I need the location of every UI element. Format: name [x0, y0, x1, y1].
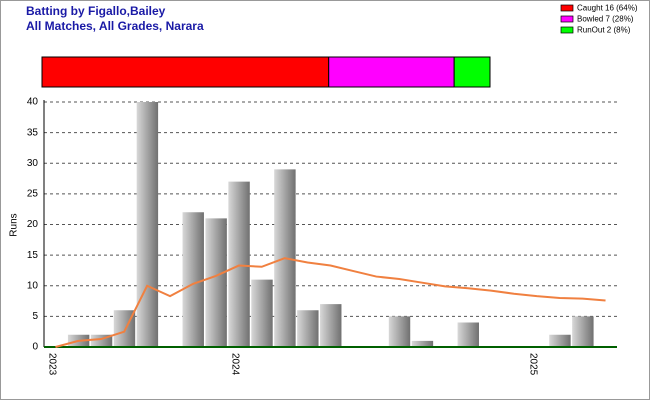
y-tick-label: 30: [27, 158, 39, 169]
legend-swatch: [560, 4, 574, 12]
bar: [297, 310, 319, 347]
bar: [205, 218, 227, 347]
y-tick-label: 40: [27, 97, 39, 108]
bar: [388, 316, 411, 347]
bar: [411, 340, 434, 347]
x-tick-label: 2023: [46, 353, 57, 376]
dismissal-segment: [453, 56, 491, 88]
chart-title: Batting by Figallo,Bailey: [26, 4, 166, 18]
y-tick-label: 35: [27, 127, 39, 138]
bar: [228, 181, 250, 347]
bar: [572, 316, 594, 347]
legend-label: Caught 16 (64%): [577, 4, 638, 13]
y-tick-label: 10: [27, 280, 39, 291]
legend-label: RunOut 2 (8%): [577, 26, 631, 35]
dismissal-segment: [328, 56, 455, 88]
bar: [549, 334, 571, 347]
bar: [251, 279, 273, 347]
legend-label: Bowled 7 (28%): [577, 15, 634, 24]
bar: [182, 212, 204, 347]
bar: [457, 322, 479, 347]
legend-swatch: [560, 15, 574, 23]
x-tick-label: 2024: [230, 353, 241, 376]
bar: [320, 304, 342, 347]
x-tick-label: 2025: [528, 353, 539, 376]
chart-subtitle: All Matches, All Grades, Narara: [26, 19, 204, 33]
dismissal-segment: [41, 56, 330, 88]
y-tick-label: 25: [27, 189, 39, 200]
y-axis-title: Runs: [9, 213, 20, 236]
y-tick-label: 0: [32, 342, 38, 353]
y-tick-label: 5: [32, 311, 38, 322]
y-tick-label: 15: [27, 250, 39, 261]
average-line: [55, 257, 606, 348]
y-tick-label: 20: [27, 219, 39, 230]
bar: [136, 102, 159, 347]
legend-swatch: [560, 26, 574, 34]
